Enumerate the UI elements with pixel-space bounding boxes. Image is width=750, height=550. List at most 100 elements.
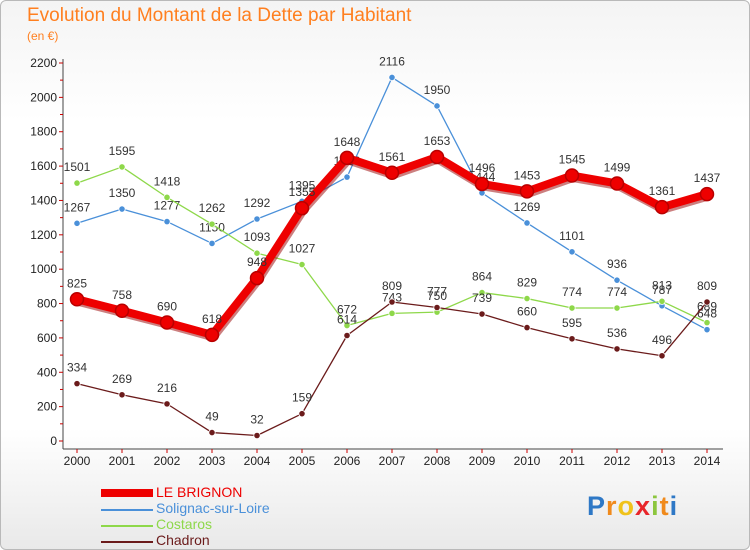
y-tick-label: 2000 [30, 90, 57, 104]
data-point [159, 315, 175, 330]
logo-letter: x [635, 491, 652, 521]
data-label: 1545 [559, 153, 586, 167]
data-point [298, 260, 306, 269]
data-label: 1437 [694, 171, 721, 185]
x-tick-label: 2001 [109, 454, 136, 468]
x-tick-label: 2002 [154, 454, 181, 468]
x-tick-label: 2012 [604, 454, 631, 468]
data-label: 774 [562, 285, 582, 299]
legend-swatch [101, 509, 153, 511]
data-label: 1093 [244, 230, 271, 244]
data-point [523, 323, 531, 332]
data-point [163, 217, 171, 226]
y-tick-label: 1400 [30, 193, 57, 207]
data-point [118, 163, 126, 171]
y-tick-label: 1600 [30, 159, 57, 173]
y-tick-label: 0 [50, 434, 57, 448]
x-tick-label: 2010 [514, 454, 541, 468]
data-label: 743 [382, 290, 402, 304]
data-label: 813 [652, 278, 672, 292]
data-point [429, 149, 445, 165]
logo-letter: r [606, 491, 618, 521]
data-point [163, 193, 171, 201]
data-point [69, 292, 85, 307]
data-label: 777 [427, 284, 447, 298]
data-point [73, 219, 81, 227]
x-tick-label: 2011 [559, 454, 585, 468]
data-label: 1355 [289, 185, 316, 199]
data-point [613, 304, 621, 312]
data-point [384, 165, 400, 181]
data-point [568, 248, 576, 256]
data-label: 1361 [649, 184, 676, 198]
data-point [703, 298, 711, 306]
data-label: 216 [157, 381, 177, 395]
data-point [114, 303, 130, 319]
logo-letter: P [587, 491, 607, 521]
data-point [658, 352, 666, 360]
data-point [519, 184, 535, 199]
data-point [294, 200, 310, 216]
legend-swatch [101, 525, 153, 527]
legend-label: Chadron [156, 532, 210, 548]
logo-letter: i [669, 491, 679, 521]
data-label: 948 [247, 255, 267, 269]
data-label: 690 [157, 299, 177, 313]
data-point [249, 270, 265, 286]
chart-unit: (en €) [27, 29, 59, 43]
x-tick-label: 2014 [694, 454, 721, 468]
data-label: 1501 [64, 160, 91, 174]
data-label: 1262 [199, 201, 226, 215]
x-tick-label: 2004 [244, 454, 271, 468]
data-label: 1648 [334, 135, 361, 149]
data-label: 1027 [289, 242, 316, 256]
data-label: 1350 [109, 186, 136, 200]
data-label: 1499 [604, 160, 631, 174]
data-label: 2116 [379, 54, 405, 68]
data-point [433, 303, 441, 312]
y-tick-label: 2200 [30, 56, 57, 70]
data-label: 334 [67, 361, 87, 375]
data-label: 1950 [424, 83, 451, 97]
logo-letter: t [659, 491, 670, 521]
x-tick-label: 2006 [334, 454, 361, 468]
data-point [118, 391, 126, 399]
data-label: 758 [112, 288, 132, 302]
data-point [253, 215, 261, 223]
legend-swatch [101, 541, 153, 543]
x-tick-label: 2013 [649, 454, 676, 468]
data-point [699, 186, 715, 202]
data-point [298, 410, 306, 418]
data-label: 32 [250, 413, 264, 427]
data-label: 825 [67, 276, 87, 290]
data-point [613, 345, 621, 353]
data-label: 648 [697, 307, 717, 321]
data-point [253, 249, 261, 257]
data-point [163, 400, 171, 408]
y-tick-label: 600 [37, 331, 57, 345]
data-point [343, 321, 351, 330]
data-point [208, 239, 216, 248]
data-point [609, 176, 625, 191]
legend-swatch [101, 489, 153, 497]
proxiti-logo: Proxiti [587, 491, 678, 522]
data-label: 1101 [559, 229, 585, 243]
data-point [703, 326, 711, 334]
x-tick-label: 2005 [289, 454, 316, 468]
data-label: 1496 [469, 161, 496, 175]
y-tick-label: 200 [37, 400, 57, 414]
data-point [654, 199, 670, 215]
data-point [478, 288, 486, 297]
y-tick-label: 800 [37, 297, 57, 311]
data-point [703, 319, 711, 327]
data-point [253, 431, 261, 440]
data-label: 787 [652, 283, 672, 297]
legend-label: LE BRIGNON [156, 484, 243, 500]
data-label: 536 [607, 326, 627, 340]
y-tick-label: 1200 [30, 228, 57, 242]
x-tick-label: 2009 [469, 454, 496, 468]
data-point [568, 335, 576, 343]
data-point [478, 310, 486, 318]
data-point [568, 304, 576, 312]
data-label: 809 [697, 279, 717, 293]
